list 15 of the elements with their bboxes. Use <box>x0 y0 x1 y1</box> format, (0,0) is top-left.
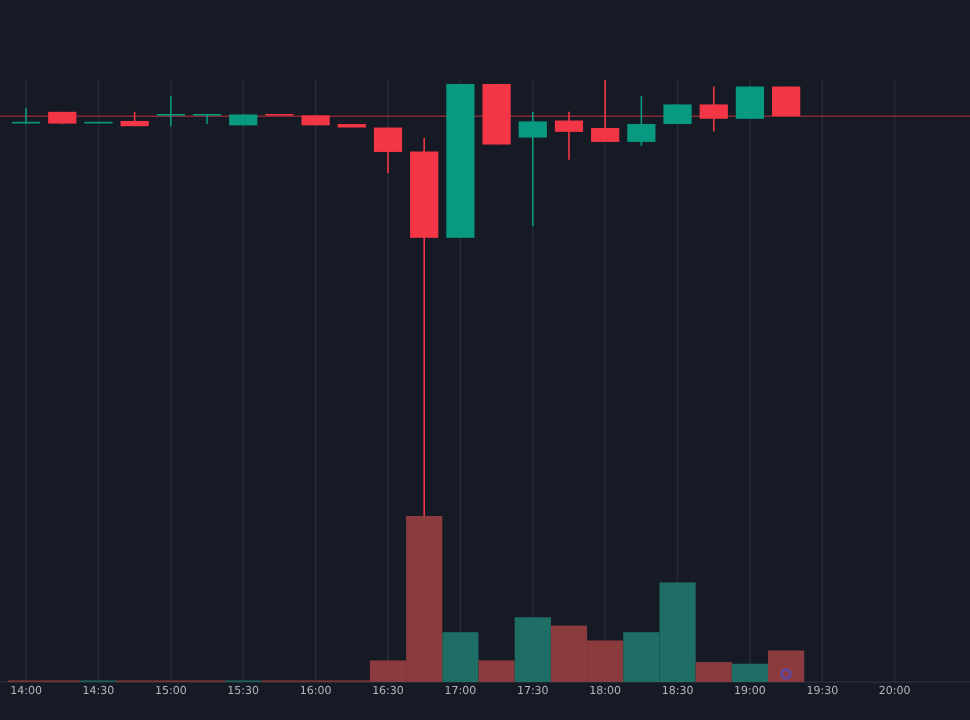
candlestick <box>518 111 547 227</box>
bar <box>731 663 769 682</box>
candlestick <box>627 95 656 147</box>
bar <box>478 660 515 682</box>
candlestick <box>735 85 765 120</box>
candlestick <box>156 95 185 128</box>
candlestick <box>554 111 584 161</box>
candlestick <box>699 85 728 133</box>
candlestick <box>192 113 222 125</box>
bar <box>514 617 551 682</box>
bar <box>768 650 805 682</box>
bar <box>442 632 479 682</box>
bar <box>695 662 732 682</box>
candlestick <box>373 126 403 175</box>
candlestick <box>591 79 620 143</box>
